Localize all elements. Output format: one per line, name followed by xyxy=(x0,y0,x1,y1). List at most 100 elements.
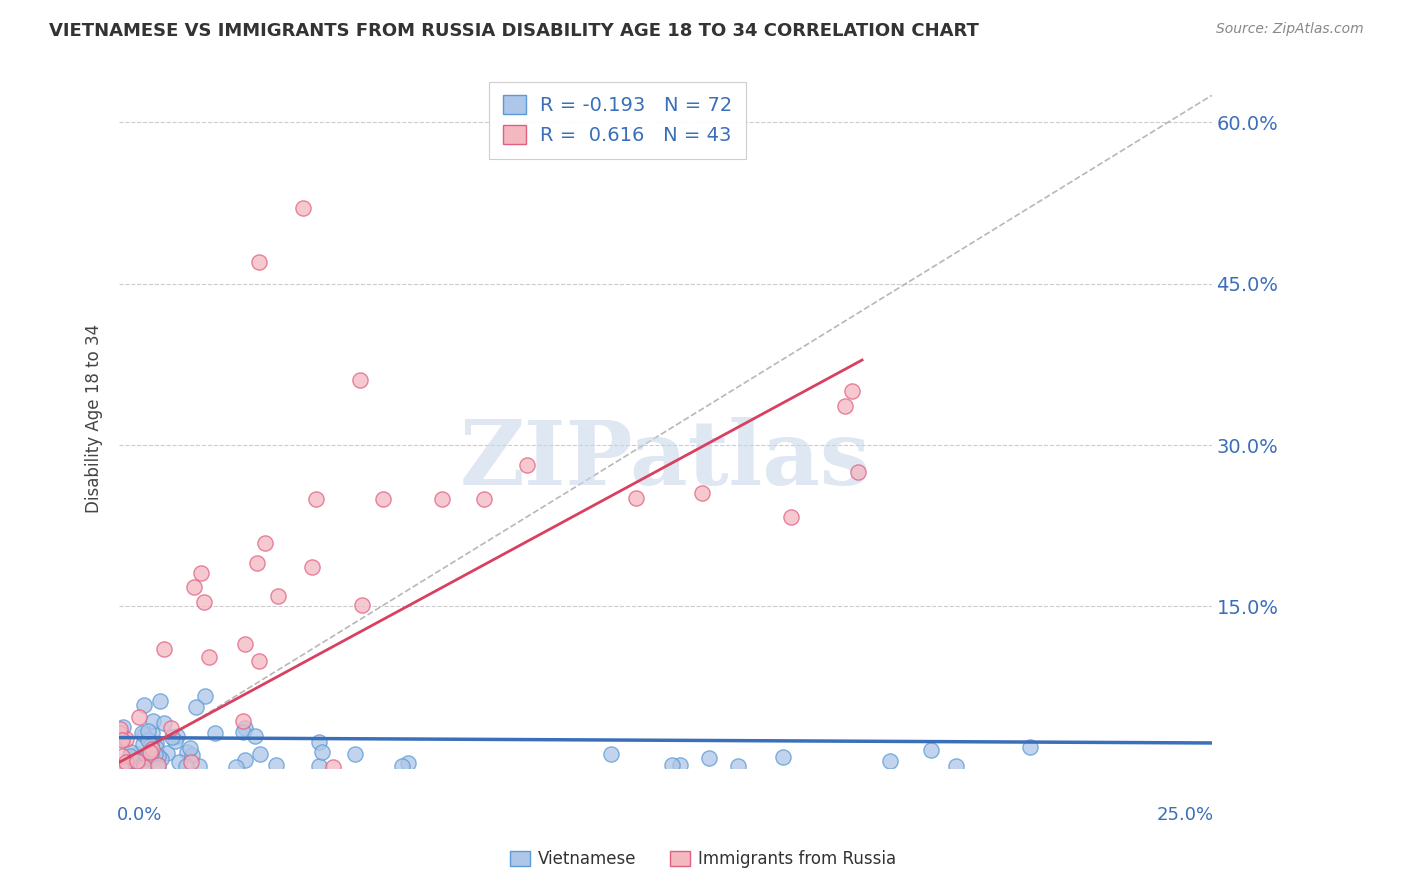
Point xyxy=(132,760,155,774)
Point xyxy=(350,598,373,612)
Point xyxy=(118,748,141,763)
Point xyxy=(183,580,205,594)
Y-axis label: Disability Age 18 to 34: Disability Age 18 to 34 xyxy=(86,324,103,513)
Point xyxy=(233,637,256,651)
Point xyxy=(127,747,149,761)
Point xyxy=(138,723,160,738)
Point xyxy=(841,384,863,399)
Point xyxy=(254,535,277,549)
Point xyxy=(146,760,169,774)
Point xyxy=(233,721,256,735)
Point xyxy=(391,759,413,773)
Point xyxy=(111,733,134,747)
Point xyxy=(305,492,328,507)
Point xyxy=(149,694,172,708)
Point xyxy=(136,732,159,747)
Point xyxy=(247,654,270,668)
Point xyxy=(111,748,134,763)
Text: Source: ZipAtlas.com: Source: ZipAtlas.com xyxy=(1216,22,1364,37)
Point xyxy=(149,752,172,766)
Point xyxy=(311,745,333,759)
Point xyxy=(165,733,187,747)
Point xyxy=(879,754,901,768)
Point xyxy=(143,747,166,762)
Point xyxy=(291,202,314,216)
Point xyxy=(136,749,159,764)
Point xyxy=(190,566,212,581)
Point xyxy=(600,747,623,761)
Point xyxy=(267,589,290,603)
Point xyxy=(308,735,330,749)
Point xyxy=(136,751,159,765)
Point xyxy=(697,751,720,765)
Point xyxy=(308,759,330,773)
Point xyxy=(134,698,156,713)
Point xyxy=(920,742,942,756)
Text: 25.0%: 25.0% xyxy=(1157,806,1213,824)
Point xyxy=(246,556,269,570)
Point xyxy=(233,753,256,767)
Point xyxy=(138,734,160,748)
Legend: R = -0.193   N = 72, R =  0.616   N = 43: R = -0.193 N = 72, R = 0.616 N = 43 xyxy=(489,82,747,159)
Point xyxy=(204,726,226,740)
Point xyxy=(243,729,266,743)
Point xyxy=(1018,740,1040,755)
Point xyxy=(432,491,454,506)
Point xyxy=(160,721,183,735)
Point xyxy=(194,689,217,703)
Point xyxy=(187,758,209,772)
Point xyxy=(249,747,271,762)
Point xyxy=(128,760,150,774)
Point xyxy=(690,486,713,500)
Point xyxy=(167,755,190,769)
Point xyxy=(160,730,183,744)
Point xyxy=(110,722,132,736)
Point xyxy=(266,757,288,772)
Point xyxy=(139,747,162,761)
Point xyxy=(132,728,155,742)
Point xyxy=(141,726,163,740)
Point xyxy=(125,754,148,768)
Text: 0.0%: 0.0% xyxy=(117,806,163,824)
Point xyxy=(176,745,198,759)
Point xyxy=(181,747,204,762)
Point xyxy=(125,755,148,769)
Point xyxy=(166,729,188,743)
Point xyxy=(110,760,132,774)
Point xyxy=(247,255,270,269)
Point xyxy=(232,714,254,728)
Point xyxy=(121,757,143,772)
Point xyxy=(179,741,201,756)
Point xyxy=(115,756,138,771)
Point xyxy=(139,753,162,767)
Legend: Vietnamese, Immigrants from Russia: Vietnamese, Immigrants from Russia xyxy=(503,844,903,875)
Point xyxy=(232,724,254,739)
Point xyxy=(120,745,142,759)
Point xyxy=(193,594,215,608)
Point xyxy=(846,465,869,479)
Text: VIETNAMESE VS IMMIGRANTS FROM RUSSIA DISABILITY AGE 18 TO 34 CORRELATION CHART: VIETNAMESE VS IMMIGRANTS FROM RUSSIA DIS… xyxy=(49,22,979,40)
Point xyxy=(132,757,155,772)
Point xyxy=(112,761,135,775)
Point xyxy=(131,726,153,740)
Point xyxy=(661,757,683,772)
Point xyxy=(114,755,136,769)
Point xyxy=(301,560,323,574)
Point xyxy=(396,756,419,770)
Point xyxy=(128,710,150,724)
Point xyxy=(624,491,647,505)
Point xyxy=(132,737,155,751)
Point xyxy=(111,720,134,734)
Point xyxy=(727,759,749,773)
Point xyxy=(945,759,967,773)
Point xyxy=(146,749,169,764)
Point xyxy=(343,747,366,761)
Point xyxy=(141,742,163,756)
Point xyxy=(474,491,496,506)
Point xyxy=(225,760,247,774)
Point xyxy=(124,753,146,767)
Point xyxy=(834,399,856,413)
Point xyxy=(174,759,197,773)
Point xyxy=(142,714,165,728)
Point xyxy=(669,758,692,772)
